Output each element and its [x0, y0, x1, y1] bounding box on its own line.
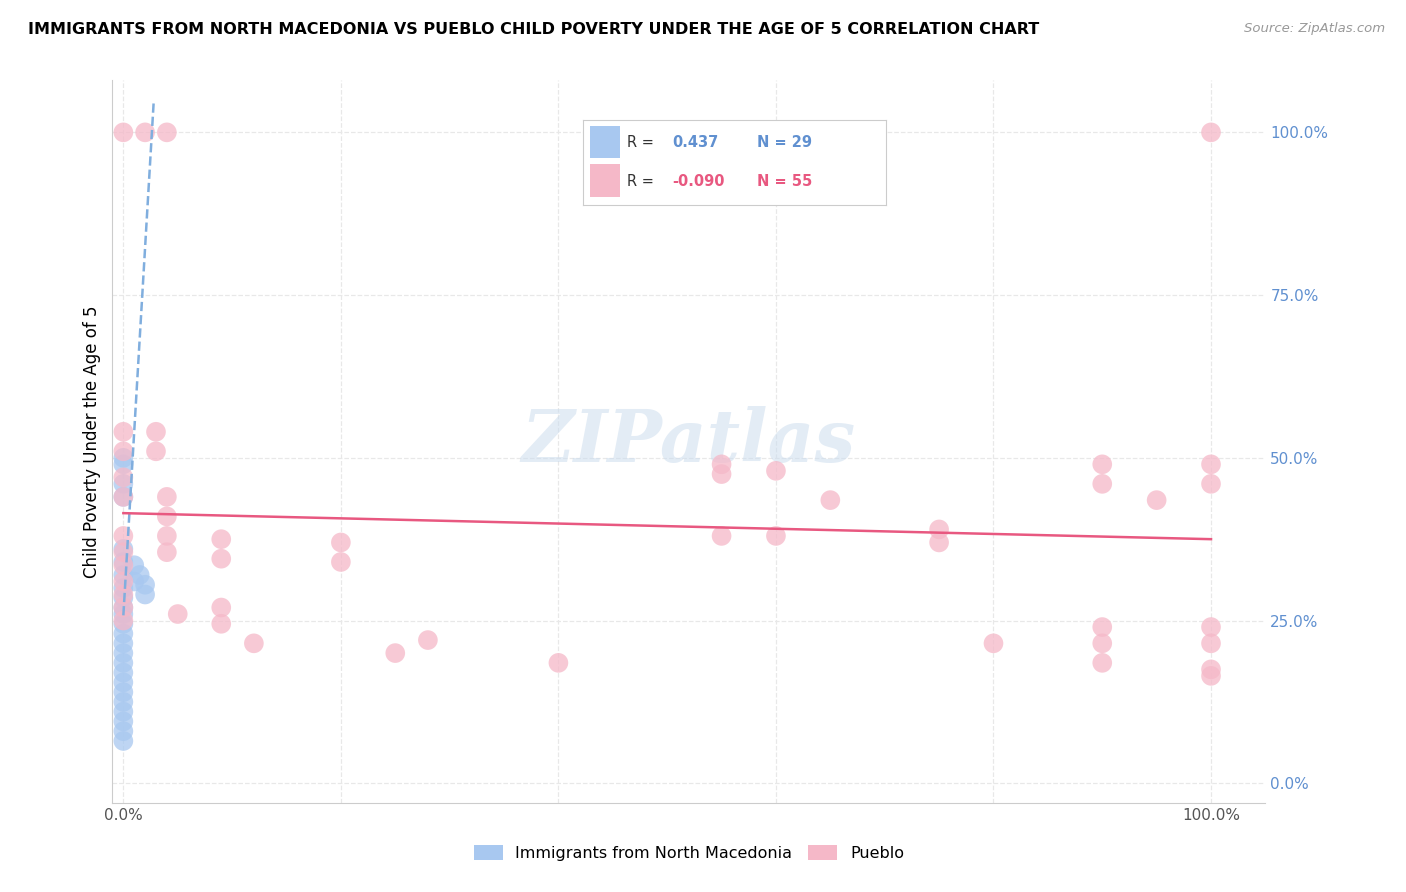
Point	[112, 450, 135, 465]
Point	[122, 558, 145, 573]
Bar	[589, 126, 620, 158]
Point	[112, 685, 135, 699]
Point	[156, 509, 179, 524]
Point	[1199, 125, 1222, 139]
Point	[112, 591, 135, 605]
Point	[209, 532, 232, 546]
Point	[112, 125, 135, 139]
Point	[112, 568, 135, 582]
Point	[128, 568, 150, 582]
Point	[112, 665, 135, 680]
Point	[1199, 669, 1222, 683]
Point	[156, 125, 179, 139]
Point	[112, 607, 135, 621]
Point	[145, 425, 167, 439]
Point	[1091, 476, 1114, 491]
Point	[112, 444, 135, 458]
Point	[156, 529, 179, 543]
Point	[329, 535, 352, 549]
Point	[112, 490, 135, 504]
Point	[928, 535, 950, 549]
Point	[112, 724, 135, 739]
Point	[112, 600, 135, 615]
Point	[112, 529, 135, 543]
Point	[243, 636, 266, 650]
Text: N = 55: N = 55	[758, 174, 813, 188]
Point	[329, 555, 352, 569]
Point	[1091, 656, 1114, 670]
Point	[1091, 636, 1114, 650]
Legend: Immigrants from North Macedonia, Pueblo: Immigrants from North Macedonia, Pueblo	[468, 838, 910, 867]
Point	[765, 529, 787, 543]
Text: IMMIGRANTS FROM NORTH MACEDONIA VS PUEBLO CHILD POVERTY UNDER THE AGE OF 5 CORRE: IMMIGRANTS FROM NORTH MACEDONIA VS PUEBL…	[28, 22, 1039, 37]
Point	[112, 490, 135, 504]
Point	[112, 636, 135, 650]
Point	[1146, 493, 1168, 508]
Point	[112, 558, 135, 573]
Point	[122, 574, 145, 589]
Point	[112, 695, 135, 709]
Point	[112, 675, 135, 690]
Point	[983, 636, 1005, 650]
Point	[1199, 636, 1222, 650]
Point	[710, 467, 733, 481]
Point	[112, 545, 135, 559]
Point	[112, 616, 135, 631]
Point	[112, 476, 135, 491]
Point	[134, 587, 156, 601]
Text: Source: ZipAtlas.com: Source: ZipAtlas.com	[1244, 22, 1385, 36]
Point	[112, 626, 135, 640]
Text: R =: R =	[627, 136, 654, 151]
Point	[112, 541, 135, 556]
Point	[112, 425, 135, 439]
Point	[209, 551, 232, 566]
Point	[112, 587, 135, 601]
Point	[112, 574, 135, 589]
Point	[112, 714, 135, 729]
Point	[112, 656, 135, 670]
Point	[416, 633, 439, 648]
Point	[209, 600, 232, 615]
Point	[112, 734, 135, 748]
Point	[112, 555, 135, 569]
Bar	[589, 164, 620, 196]
Point	[1199, 620, 1222, 634]
Point	[1199, 662, 1222, 676]
Text: R =: R =	[627, 174, 654, 188]
Point	[112, 705, 135, 719]
Point	[1199, 476, 1222, 491]
Point	[156, 490, 179, 504]
Point	[928, 523, 950, 537]
Text: -0.090: -0.090	[672, 174, 725, 188]
Text: ZIPatlas: ZIPatlas	[522, 406, 856, 477]
Point	[1199, 458, 1222, 472]
Point	[156, 545, 179, 559]
Point	[134, 578, 156, 592]
Point	[112, 458, 135, 472]
Text: N = 29: N = 29	[758, 136, 813, 151]
Point	[547, 656, 569, 670]
Point	[710, 458, 733, 472]
Point	[134, 125, 156, 139]
Y-axis label: Child Poverty Under the Age of 5: Child Poverty Under the Age of 5	[83, 305, 101, 578]
Text: 0.437: 0.437	[672, 136, 718, 151]
Point	[820, 493, 842, 508]
Point	[112, 614, 135, 628]
Point	[1091, 458, 1114, 472]
Point	[166, 607, 188, 621]
Point	[112, 470, 135, 484]
Point	[209, 616, 232, 631]
Point	[112, 646, 135, 660]
Point	[1091, 620, 1114, 634]
Point	[145, 444, 167, 458]
Point	[710, 529, 733, 543]
Point	[384, 646, 406, 660]
Point	[112, 581, 135, 595]
Point	[112, 600, 135, 615]
Point	[765, 464, 787, 478]
